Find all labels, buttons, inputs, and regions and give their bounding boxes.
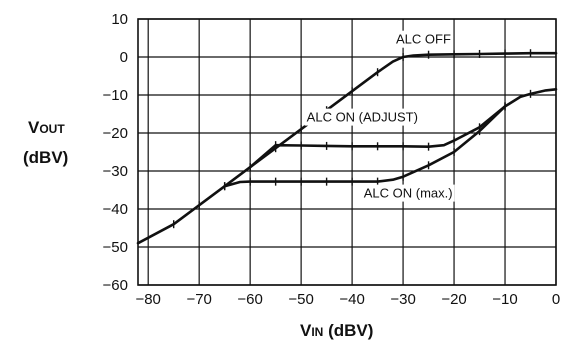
plot-frame (137, 18, 557, 286)
x-tick-label: −70 (186, 291, 211, 308)
grid (138, 18, 557, 286)
y-axis-unit: (dBV) (23, 148, 68, 167)
x-tick-label: −20 (441, 291, 466, 308)
series-label: ALC OFF (396, 32, 451, 47)
series-label: ALC ON (max.) (364, 186, 453, 201)
x-tick-label: −60 (237, 291, 262, 308)
y-tick-label: −50 (103, 239, 128, 256)
series-line (223, 105, 507, 188)
series-label-bg (304, 108, 420, 126)
series-label-bg (394, 30, 453, 48)
series-line (248, 88, 558, 169)
series-label-bg (361, 184, 455, 202)
x-tick-label: −30 (390, 291, 415, 308)
x-tick-label: −40 (339, 291, 364, 308)
y-tick-label: −10 (103, 87, 128, 104)
y-tick-label: −20 (103, 125, 128, 142)
tick-labels: −80 −70 −60 −50 −40 −30 −20 −10 0 10 0 −10 −20 −30 −40… (103, 11, 561, 308)
y-tick-label: 0 (120, 49, 128, 66)
series-line (136, 51, 558, 245)
y-tick-label: −60 (103, 277, 128, 294)
y-axis-title: VOUT (28, 118, 65, 137)
x-tick-label: −10 (492, 291, 517, 308)
series-label: ALC ON (ADJUST) (307, 110, 418, 125)
y-tick-label: −40 (103, 201, 128, 218)
y-tick-label: 10 (111, 11, 128, 28)
y-tick-label: −30 (103, 163, 128, 180)
x-axis-title: VIN (dBV) (300, 321, 373, 340)
x-tick-label: −50 (288, 291, 313, 308)
series-lines (136, 49, 558, 245)
x-tick-label: −80 (135, 291, 160, 308)
x-tick-label: 0 (552, 291, 560, 308)
series-labels: ALC OFF ALC ON (ADJUST) ALC ON (max.) (304, 30, 455, 202)
